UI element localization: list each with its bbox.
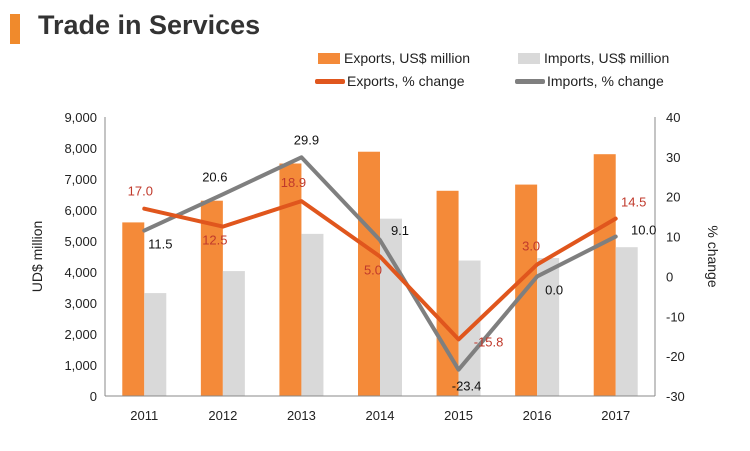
legend-swatch-imports-bar: [518, 52, 540, 64]
chart-title: Trade in Services: [38, 10, 261, 40]
legend-swatch-exports-bar: [318, 52, 340, 64]
legend-label-imports-bar: Imports, US$ million: [544, 50, 670, 66]
y-tick-label: 1,000: [64, 358, 97, 373]
imports-change-label: 20.6: [202, 169, 227, 184]
y-tick-label: 0: [90, 389, 97, 404]
y2-tick-label: 30: [666, 150, 680, 165]
legend-label-exports-line: Exports, % change: [347, 73, 465, 89]
x-tick-label: 2011: [130, 408, 158, 423]
legend-label-imports-line: Imports, % change: [547, 73, 664, 89]
imports-change-label: 10.0: [631, 223, 656, 238]
imports-change-label: 29.9: [294, 132, 319, 147]
exports-bar-2014: [358, 151, 380, 396]
y-tick-label: 5,000: [64, 234, 97, 249]
y2-tick-label: 40: [666, 110, 680, 125]
y-tick-label: 7,000: [64, 172, 97, 187]
exports-change-line: [142, 199, 618, 342]
legend-label-exports-bar: Exports, US$ million: [344, 50, 471, 66]
imports-bar-2012: [222, 271, 245, 396]
exports-change-label: 12.5: [202, 233, 227, 248]
imports-bar-2017: [615, 247, 638, 396]
y-tick-label: 4,000: [64, 265, 97, 280]
y2-tick-label: -20: [666, 349, 685, 364]
exports-change-label: 5.0: [364, 263, 382, 278]
exports-change-label: 17.0: [128, 184, 153, 199]
exports-change-label: 18.9: [281, 175, 306, 190]
imports-change-label: -23.4: [452, 379, 482, 394]
x-tick-label: 2015: [444, 408, 473, 423]
legend-exports-bar: Exports, US$ million: [318, 50, 470, 66]
imports-change-line: [142, 155, 618, 372]
exports-bar-2013: [279, 163, 302, 396]
legend-imports-line: Imports, % change: [515, 73, 664, 89]
exports-change-label: -15.8: [474, 334, 504, 349]
y-tick-label: 6,000: [64, 203, 97, 218]
x-tick-label: 2013: [287, 408, 316, 423]
legend-exports-line: Exports, % change: [315, 73, 465, 89]
imports-change-label: 11.5: [148, 237, 172, 252]
imports-bar-2013: [301, 233, 324, 396]
x-tick-label: 2012: [208, 408, 237, 423]
exports-bar-2017: [593, 154, 616, 396]
exports-bar-2012: [200, 200, 223, 396]
y2-tick-label: -10: [666, 309, 685, 324]
title-accent-bar: [10, 14, 20, 44]
imports-bar-2011: [144, 293, 167, 396]
x-tick-label: 2017: [601, 408, 630, 423]
y-tick-label: 3,000: [64, 296, 97, 311]
legend-imports-bar: Imports, US$ million: [518, 50, 669, 66]
legend-swatch-exports-line: [315, 78, 345, 84]
y-tick-label: 2,000: [64, 327, 97, 342]
y2-tick-label: 0: [666, 269, 673, 284]
imports-bar-2016: [537, 258, 560, 396]
x-tick-label: 2016: [523, 408, 552, 423]
y-tick-label: 8,000: [64, 141, 97, 156]
exports-bar-2011: [122, 222, 145, 396]
y2-tick-label: -30: [666, 389, 685, 404]
y2-tick-label: 20: [666, 190, 680, 205]
imports-change-label: 9.1: [391, 223, 409, 238]
exports-change-label: 3.0: [522, 238, 540, 253]
legend-swatch-imports-line: [515, 78, 545, 84]
y2-tick-label: 10: [666, 230, 680, 245]
y-tick-label: 9,000: [64, 110, 97, 125]
imports-change-label: 0.0: [545, 282, 563, 297]
exports-change-label: 14.5: [621, 195, 646, 210]
x-tick-label: 2014: [366, 408, 395, 423]
y2-axis-title: % change: [705, 225, 721, 287]
y-axis-title: UD$ million: [29, 221, 45, 293]
